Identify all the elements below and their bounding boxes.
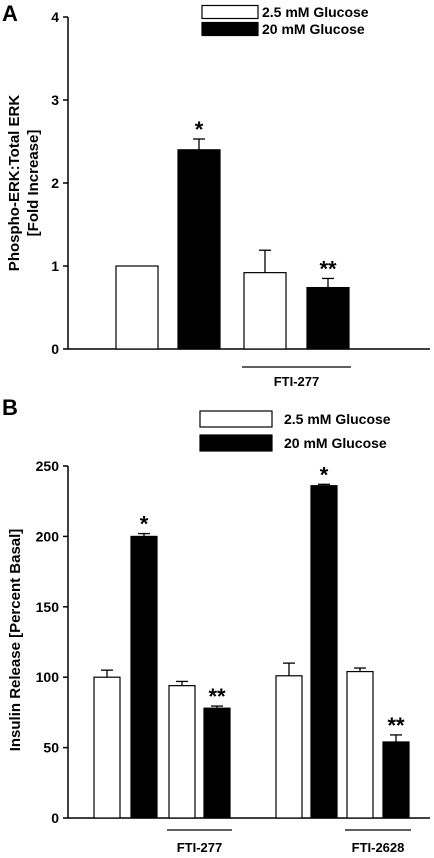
y-tick-label: 100 xyxy=(36,669,60,685)
chart-panel-a: A 0 1 2 3 4 Phospho-ERK:Total ERK [Fold Increas… xyxy=(2,1,430,389)
y-tick-label: 150 xyxy=(36,599,60,615)
legend-label: 20 mM Glucose xyxy=(284,435,387,451)
y-tick-label: 50 xyxy=(43,740,59,756)
y-tick-label: 200 xyxy=(36,528,60,544)
y-tick-label: 250 xyxy=(36,458,60,474)
group-label: FTI-277 xyxy=(274,374,320,389)
legend-swatch xyxy=(199,434,273,452)
legend-label: 2.5 mM Glucose xyxy=(262,4,369,20)
bar xyxy=(310,485,338,819)
legend-label: 20 mM Glucose xyxy=(262,21,365,37)
y-tick-label: 4 xyxy=(51,9,59,25)
chart-panel-b: B 0 50 100 150 200 250 Insulin Release [Percent… xyxy=(2,395,430,855)
group-label: FTI-2628 xyxy=(352,840,405,855)
y-tick-label: 0 xyxy=(51,810,59,826)
significance-marker: ** xyxy=(208,684,226,709)
y-tick-label: 0 xyxy=(51,341,59,357)
y-tick-label: 1 xyxy=(51,258,59,274)
significance-marker: * xyxy=(140,512,149,537)
y-tick-label: 3 xyxy=(51,92,59,108)
y-axis-label: Phospho-ERK:Total ERK xyxy=(6,95,23,272)
legend-swatch xyxy=(201,21,259,37)
bar xyxy=(93,676,121,819)
y-tick-label: 2 xyxy=(51,175,59,191)
bar xyxy=(346,670,374,819)
bar xyxy=(243,272,287,350)
y-axis-label-units: [Fold Increase] xyxy=(25,130,42,237)
bar xyxy=(203,707,231,819)
y-axis-label: Insulin Release [Percent Basal] xyxy=(7,529,24,752)
significance-marker: ** xyxy=(319,256,337,281)
legend-swatch xyxy=(199,410,273,428)
significance-marker: * xyxy=(195,117,204,142)
bar xyxy=(130,535,158,819)
panel-letter: B xyxy=(2,395,18,420)
bar xyxy=(275,675,303,819)
panel-letter: A xyxy=(2,1,18,26)
bar xyxy=(306,286,350,350)
significance-marker: * xyxy=(320,462,329,487)
bar xyxy=(168,685,196,819)
bar xyxy=(115,265,159,350)
bar xyxy=(177,149,221,350)
legend-label: 2.5 mM Glucose xyxy=(284,411,391,427)
bar xyxy=(382,741,410,819)
legend-swatch xyxy=(201,4,259,20)
significance-marker: ** xyxy=(387,713,405,738)
group-label: FTI-277 xyxy=(177,840,223,855)
